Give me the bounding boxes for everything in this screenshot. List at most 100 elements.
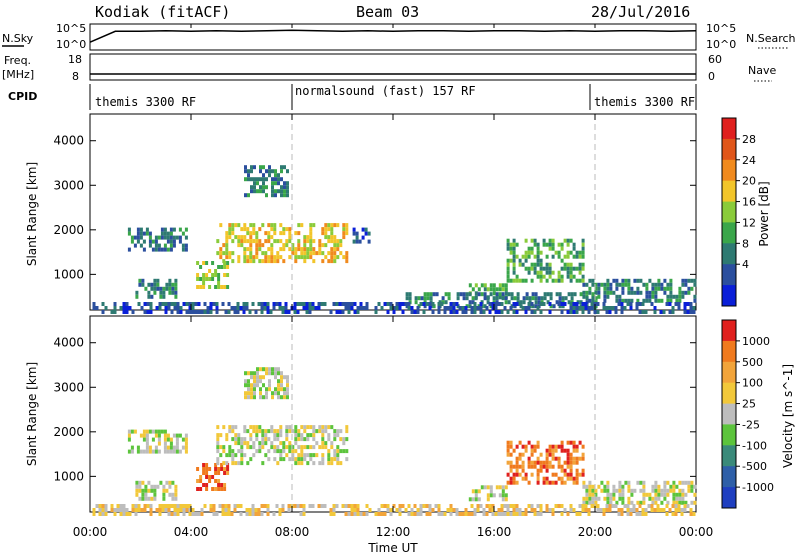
data-cell	[620, 306, 624, 310]
ytick-label: 1000	[53, 267, 84, 281]
data-cell	[147, 294, 151, 299]
data-cell	[671, 306, 675, 310]
data-cell	[546, 292, 550, 297]
data-cell	[209, 310, 213, 314]
data-cell	[386, 504, 390, 508]
data-cell	[297, 433, 301, 438]
data-cell	[282, 457, 286, 462]
data-cell	[672, 480, 676, 485]
data-cell	[524, 448, 528, 453]
data-cell	[512, 246, 516, 251]
data-cell	[590, 306, 594, 310]
data-cell	[249, 259, 253, 264]
data-cell	[524, 254, 528, 259]
data-cell	[492, 296, 496, 301]
data-cell	[214, 471, 218, 475]
data-cell	[666, 480, 670, 485]
data-cell	[509, 242, 513, 247]
power-colorbar-label: Power [dB]	[757, 181, 771, 246]
data-cell	[272, 512, 276, 516]
data-cell	[303, 445, 307, 450]
data-cell	[244, 193, 247, 198]
data-cell	[327, 251, 331, 256]
data-cell	[294, 429, 298, 434]
data-cell	[534, 304, 538, 309]
data-cell	[672, 484, 676, 489]
data-cell	[264, 255, 268, 260]
data-cell	[191, 512, 195, 516]
data-cell	[224, 310, 228, 314]
data-cell	[219, 223, 223, 228]
colorbar-tick: 20	[742, 175, 756, 188]
data-cell	[254, 512, 258, 516]
data-cell	[181, 437, 185, 442]
data-cell	[690, 286, 694, 291]
data-cell	[270, 429, 274, 434]
data-cell	[690, 480, 694, 485]
data-cell	[261, 461, 265, 466]
data-cell	[274, 181, 277, 186]
data-cell	[184, 243, 188, 248]
data-cell	[273, 255, 277, 260]
data-cell	[666, 286, 670, 291]
data-cell	[285, 227, 289, 232]
data-cell	[497, 310, 501, 314]
data-cell	[191, 310, 195, 314]
data-cell	[489, 485, 493, 490]
data-cell	[650, 302, 654, 306]
data-cell	[196, 285, 200, 289]
data-cell	[563, 254, 567, 259]
data-cell	[597, 282, 601, 287]
data-cell	[515, 302, 519, 306]
data-cell	[249, 235, 253, 240]
data-cell	[176, 512, 180, 516]
data-cell	[208, 479, 212, 483]
data-cell	[600, 282, 604, 287]
data-cell	[324, 231, 328, 236]
data-cell	[286, 391, 289, 396]
data-cell	[271, 371, 274, 376]
data-cell	[155, 508, 159, 512]
data-cell	[635, 508, 639, 512]
data-cell	[182, 302, 186, 306]
data-cell	[512, 238, 516, 243]
data-cell	[512, 302, 516, 306]
data-cell	[243, 239, 247, 244]
data-cell	[641, 310, 645, 314]
data-cell	[330, 255, 334, 260]
data-cell	[339, 449, 343, 454]
noise-right-tick-top: 10^5	[706, 22, 736, 35]
data-cell	[533, 266, 537, 271]
data-cell	[166, 239, 170, 244]
data-cell	[477, 489, 481, 494]
data-cell	[506, 480, 510, 485]
data-cell	[575, 456, 579, 461]
data-cell	[663, 290, 667, 295]
data-cell	[208, 269, 212, 273]
data-cell	[549, 304, 553, 309]
data-cell	[633, 290, 637, 295]
data-cell	[171, 290, 175, 295]
data-cell	[551, 508, 555, 512]
data-cell	[225, 453, 229, 458]
data-cell	[482, 310, 486, 314]
data-cell	[277, 387, 280, 392]
data-cell	[570, 292, 574, 297]
data-cell	[237, 441, 241, 446]
data-cell	[225, 247, 229, 252]
data-cell	[578, 278, 582, 283]
data-cell	[228, 235, 232, 240]
data-cell	[265, 193, 268, 198]
data-cell	[104, 504, 108, 508]
data-cell	[666, 298, 670, 303]
data-cell	[92, 508, 96, 512]
data-cell	[127, 247, 131, 252]
data-cell	[104, 508, 108, 512]
data-cell	[255, 429, 259, 434]
data-cell	[181, 243, 185, 248]
data-cell	[149, 310, 153, 314]
data-cell	[175, 449, 179, 454]
data-cell	[270, 251, 274, 256]
data-cell	[278, 508, 282, 512]
